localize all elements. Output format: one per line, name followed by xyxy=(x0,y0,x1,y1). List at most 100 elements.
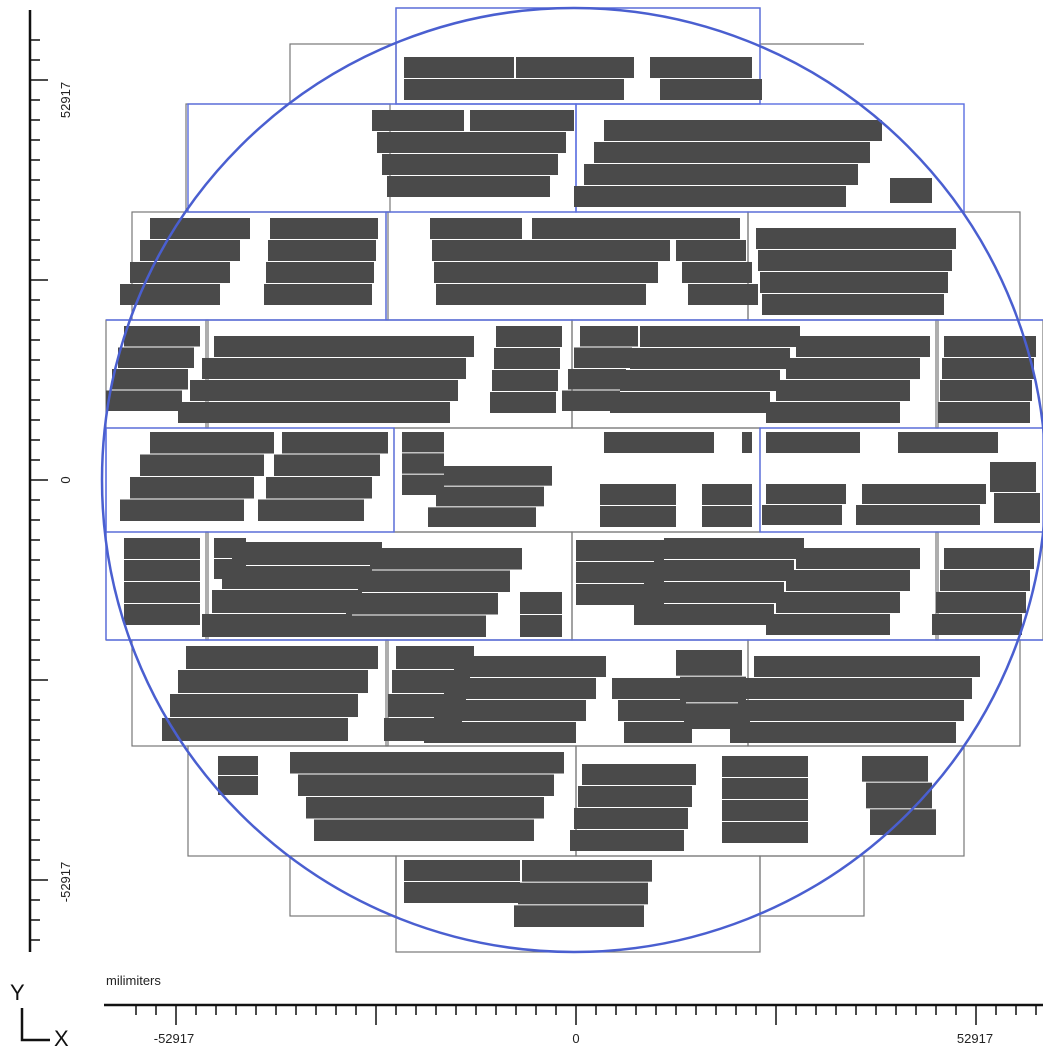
die xyxy=(434,700,586,721)
die xyxy=(178,670,294,693)
die xyxy=(612,678,680,699)
die xyxy=(290,752,418,774)
die xyxy=(266,262,374,283)
die xyxy=(382,819,534,841)
die xyxy=(520,592,562,614)
die xyxy=(494,348,560,369)
die xyxy=(218,776,258,795)
exposure-field-blue xyxy=(575,103,965,213)
die xyxy=(942,358,1034,379)
die xyxy=(294,402,450,423)
die xyxy=(518,882,648,905)
die xyxy=(834,250,952,271)
die xyxy=(120,284,220,305)
die xyxy=(432,240,524,261)
die xyxy=(870,809,936,835)
die xyxy=(334,615,486,637)
die xyxy=(664,538,804,559)
die xyxy=(404,79,514,100)
die xyxy=(298,774,426,796)
die xyxy=(610,392,770,413)
die xyxy=(776,380,910,401)
die xyxy=(270,218,378,239)
die xyxy=(402,453,444,474)
die xyxy=(454,154,558,175)
y-tick-label-zero: 0 xyxy=(58,476,73,483)
die xyxy=(712,186,846,207)
die xyxy=(600,484,676,505)
die xyxy=(470,110,574,131)
die xyxy=(402,432,444,453)
die xyxy=(212,590,362,613)
y-axis-ruler xyxy=(28,10,48,952)
x-tick-label-zero: 0 xyxy=(572,1031,579,1046)
y-tick-label-top: 52917 xyxy=(58,82,73,118)
die xyxy=(870,656,980,677)
die xyxy=(454,656,606,677)
die xyxy=(462,132,566,153)
die xyxy=(444,678,596,699)
die xyxy=(756,228,848,249)
die xyxy=(310,358,466,379)
die xyxy=(574,347,632,368)
die xyxy=(424,722,576,743)
axis-corner-icon xyxy=(20,1008,50,1042)
die xyxy=(600,506,676,527)
units-label: milimiters xyxy=(106,973,161,988)
die xyxy=(404,882,520,903)
die xyxy=(940,380,1032,401)
exposure-field-blue xyxy=(759,427,1043,533)
die xyxy=(377,132,469,153)
die xyxy=(370,548,522,570)
die xyxy=(318,336,474,357)
die xyxy=(492,370,558,391)
die xyxy=(402,774,554,796)
die xyxy=(994,493,1040,523)
axis-x-letter: X xyxy=(54,1026,69,1050)
x-axis-ruler xyxy=(104,1003,1043,1025)
die xyxy=(178,402,322,423)
die xyxy=(862,756,928,782)
die xyxy=(866,782,932,809)
die xyxy=(490,392,556,413)
die xyxy=(576,584,664,605)
die xyxy=(680,676,746,703)
die xyxy=(130,262,230,283)
die xyxy=(618,700,686,721)
die xyxy=(660,79,762,100)
die xyxy=(796,336,930,357)
die-pattern xyxy=(106,57,1040,927)
die xyxy=(722,756,808,777)
die xyxy=(358,570,510,592)
die xyxy=(630,348,790,369)
die xyxy=(382,154,474,175)
die xyxy=(766,614,890,635)
die xyxy=(766,484,846,504)
die xyxy=(150,218,250,239)
die xyxy=(936,592,1026,613)
die xyxy=(654,560,794,581)
exposure-field xyxy=(185,103,391,213)
die xyxy=(520,615,562,637)
die xyxy=(436,486,544,507)
die xyxy=(830,272,948,293)
die xyxy=(604,120,766,141)
die xyxy=(106,390,182,411)
die xyxy=(434,262,526,283)
y-tick-label-bottom: -52917 xyxy=(58,862,73,902)
die xyxy=(580,326,638,347)
die xyxy=(570,830,684,851)
die xyxy=(568,369,626,390)
die xyxy=(268,240,376,261)
die xyxy=(898,432,998,453)
die xyxy=(582,764,696,785)
die xyxy=(766,402,900,423)
x-tick-label-right: 52917 xyxy=(957,1031,993,1046)
die xyxy=(796,548,920,569)
die xyxy=(702,484,752,505)
die xyxy=(514,905,644,927)
die xyxy=(938,402,1030,423)
die xyxy=(124,326,200,347)
die xyxy=(944,336,1036,357)
